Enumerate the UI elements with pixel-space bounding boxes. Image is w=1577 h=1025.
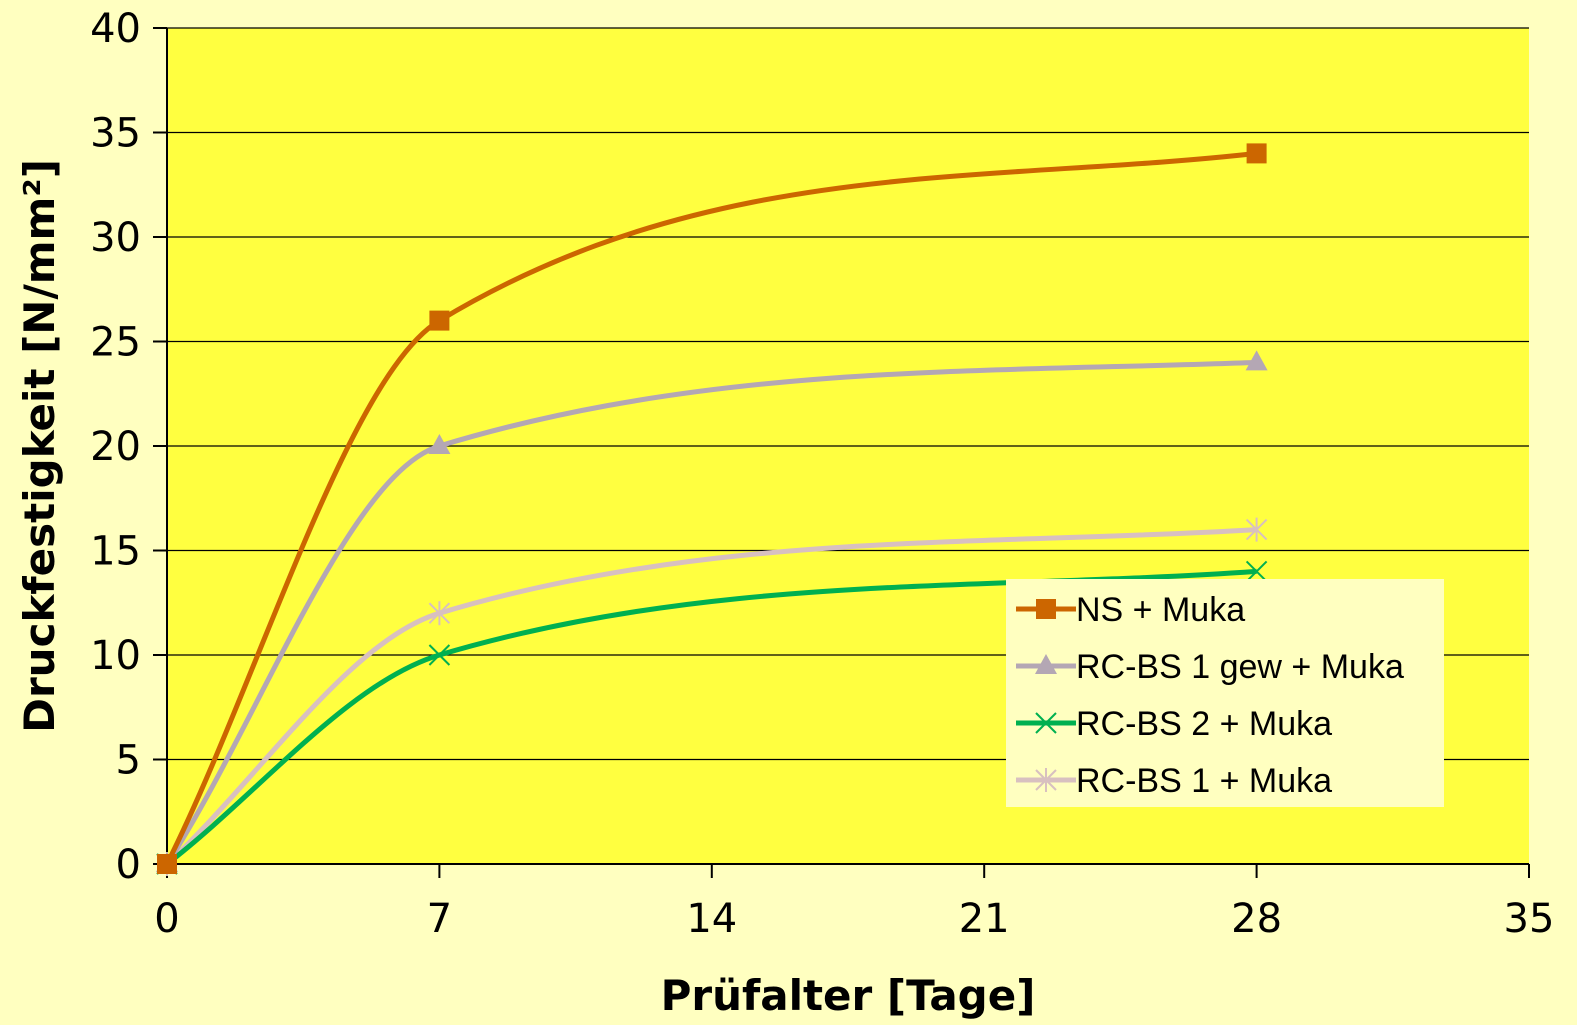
legend-item: RC-BS 1 + Muka: [1016, 762, 1332, 800]
legend-label: RC-BS 2 + Muka: [1076, 705, 1332, 743]
legend-label: NS + Muka: [1076, 591, 1245, 629]
marker-stroke: [428, 644, 451, 666]
x-tick-label: 35: [1504, 896, 1555, 942]
x-tick-label: 7: [427, 896, 452, 942]
marker-stroke: [1035, 712, 1057, 734]
legend-item: RC-BS 2 + Muka: [1016, 705, 1332, 743]
data-point-square: [1246, 143, 1267, 164]
grid-lines: [167, 27, 1529, 761]
y-tick-label: 40: [90, 6, 141, 52]
data-point-asterisk: [1245, 517, 1268, 542]
series-line: [165, 527, 1257, 866]
data-point-triangle: [1245, 350, 1268, 371]
y-tick-label: 10: [90, 633, 141, 679]
data-point-x: [1245, 560, 1268, 583]
data-point-x: [428, 644, 451, 666]
y-axis-title: Druckfestigkeit [N/mm²]: [15, 159, 64, 733]
data-point-asterisk: [1035, 768, 1057, 792]
data-point-square: [1036, 599, 1056, 619]
data-point-asterisk: [428, 601, 451, 626]
legend-item: RC-BS 1 gew + Muka: [1016, 648, 1404, 686]
legend-box: [1006, 579, 1444, 807]
x-tick-label: 21: [959, 896, 1010, 942]
data-point-x: [1035, 712, 1057, 734]
series-line: [164, 359, 1257, 866]
y-tick-label: 20: [90, 424, 141, 470]
legend: NS + Muka RC-BS 1 gew + Muka RC-BS 2 + Muk…: [1006, 579, 1444, 807]
marker-stroke: [1245, 560, 1268, 583]
x-axis-title: Prüfalter [Tage]: [661, 971, 1036, 1020]
tick-labels: 0 5 10 15 20 25 30 35 40 0 7 14 21 28 35: [90, 6, 1554, 942]
x-tick-label: 0: [154, 896, 179, 942]
legend-item: NS + Muka: [1016, 591, 1245, 629]
y-tick-label: 0: [116, 842, 141, 888]
axes: [153, 27, 1530, 878]
y-tick-label: 30: [90, 215, 141, 261]
data-point-square: [157, 854, 177, 874]
legend-label: RC-BS 1 gew + Muka: [1076, 648, 1404, 686]
y-tick-label: 35: [90, 111, 141, 157]
data-point-triangle: [428, 434, 451, 454]
x-tick-label: 28: [1231, 896, 1282, 942]
x-tick-label: 14: [686, 896, 737, 942]
series-line: [164, 150, 1257, 866]
y-tick-label: 15: [90, 529, 141, 575]
legend-label: RC-BS 1 + Muka: [1076, 762, 1332, 800]
series-ns-muka: [157, 143, 1267, 874]
data-point-square: [429, 310, 450, 331]
y-tick-label: 25: [90, 320, 141, 366]
y-tick-label: 5: [116, 738, 141, 784]
data-point-triangle: [1035, 654, 1057, 674]
